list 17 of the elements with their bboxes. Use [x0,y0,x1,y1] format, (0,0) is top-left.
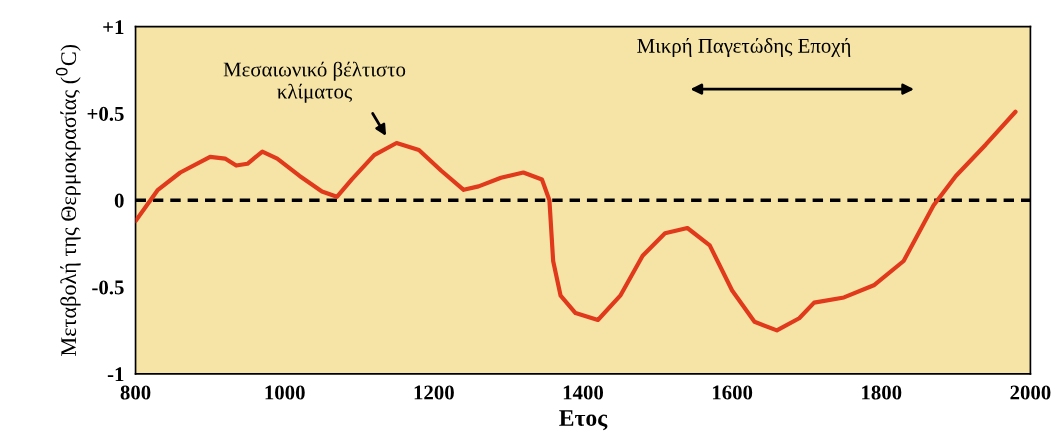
x-axis-title: Ετος [559,410,608,431]
y-tick-label: +0.5 [87,106,124,121]
y-axis-title: Μεταβολή της Θερμοκρασίας ($^{0}$C) [55,44,81,356]
x-tick-label: 1000 [265,385,305,400]
x-tick-label: 2000 [1010,385,1051,400]
y-tick-label: -0.5 [92,280,124,295]
annotation: Μικρή Παγετώδης Εποχή [637,37,851,58]
x-tick-label: 1800 [862,385,902,400]
x-tick-label: 800 [120,385,151,400]
line-series [135,109,1018,333]
y-tick-label: -1 [107,367,124,382]
annotation: Μεσαιωνικό βέλτιστο κλίματος [223,61,406,103]
x-tick-label: 1400 [563,385,604,400]
y-tick-label: +1 [103,20,124,34]
x-tick-label: 1600 [712,385,753,400]
y-tick-label: 0 [114,193,124,208]
x-tick-label: 1200 [414,385,454,400]
